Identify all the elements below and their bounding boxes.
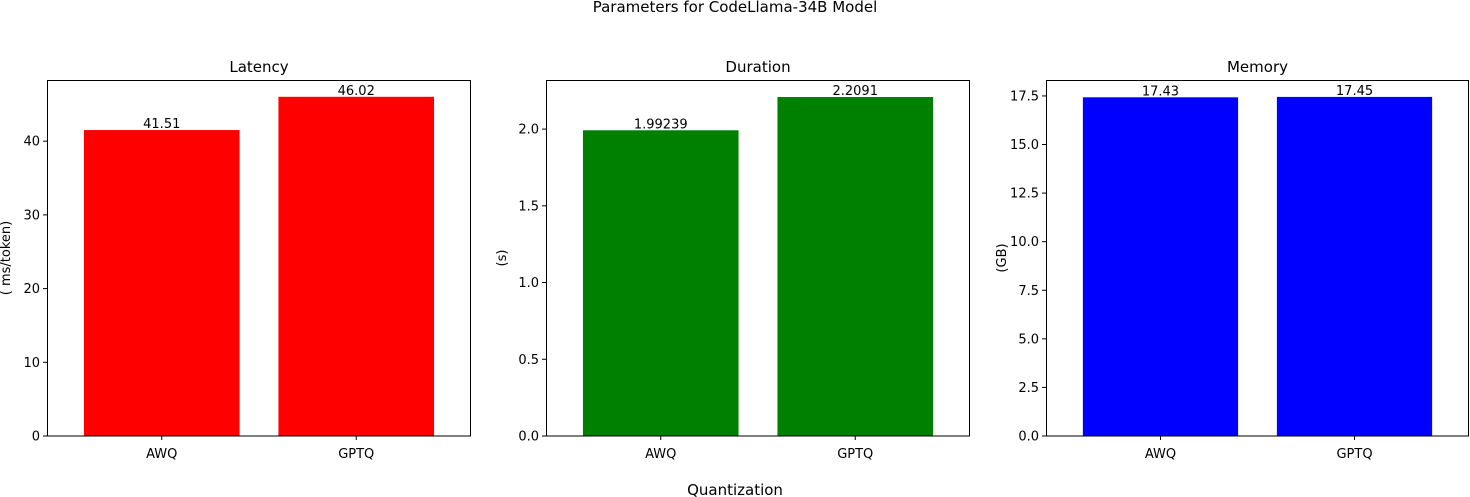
bar-awq (582, 130, 739, 437)
y-tick-label: 1.5 (518, 199, 539, 214)
figure-title: Parameters for CodeLlama-34B Model (593, 0, 878, 16)
x-tick-label: GPTQ (837, 447, 873, 462)
y-axis-label: (GB) (995, 243, 1010, 272)
y-tick-label: 30 (23, 208, 40, 223)
y-tick-label: 0.0 (518, 430, 539, 445)
bar-value-label: 1.99239 (634, 117, 688, 132)
panel-title: Latency (229, 58, 288, 76)
bar-gptq (777, 97, 934, 437)
panel-title: Duration (725, 58, 790, 76)
x-tick-label: GPTQ (338, 447, 374, 462)
bar-gptq (1276, 96, 1433, 436)
y-tick-label: 2.5 (1018, 381, 1039, 396)
y-tick-label: 7.5 (1018, 284, 1039, 299)
y-tick-label: 17.5 (1010, 89, 1039, 104)
bar-value-label: 17.43 (1142, 84, 1179, 99)
bar-value-label: 41.51 (143, 117, 180, 132)
x-tick-label: AWQ (645, 447, 676, 462)
bar-value-label: 46.02 (338, 84, 375, 99)
plot-frame (546, 80, 970, 437)
x-axis-label: Quantization (687, 481, 783, 497)
y-tick-label: 12.5 (1010, 187, 1039, 202)
panels: 41.51 AWQ 46.02 GPTQ 0 10 20 30 40 Latency ( ms/to… (0, 58, 1469, 462)
panel-3: 17.43 AWQ 17.45 GPTQ 0.0 2.5 5.0 7.5 10.0 12.5 15.… (995, 58, 1469, 462)
y-tick-label: 0.5 (518, 353, 539, 368)
y-tick-label: 10.0 (1010, 235, 1039, 250)
plot-frame (1046, 80, 1469, 437)
y-tick-label: 1.0 (518, 276, 539, 291)
y-tick-label: 10 (23, 356, 40, 371)
y-tick-label: 0.0 (1018, 430, 1039, 445)
y-axis-label: (s) (495, 250, 510, 267)
bar-awq (83, 130, 240, 436)
panel-title: Memory (1227, 58, 1288, 76)
y-tick-label: 15.0 (1010, 138, 1039, 153)
x-tick-label: AWQ (146, 447, 177, 462)
panel-1: 41.51 AWQ 46.02 GPTQ 0 10 20 30 40 Latency ( ms/to… (0, 58, 471, 462)
y-axis-label: ( ms/token) (0, 221, 14, 295)
bar-gptq (278, 96, 435, 437)
bar-value-label: 2.2091 (832, 84, 878, 99)
bar-value-label: 17.45 (1336, 84, 1373, 99)
y-tick-label: 20 (23, 282, 40, 297)
x-tick-label: AWQ (1145, 447, 1176, 462)
y-tick-label: 2.0 (518, 123, 539, 138)
y-tick-label: 40 (23, 135, 40, 150)
y-tick-label: 5.0 (1018, 332, 1039, 347)
bar-awq (1082, 97, 1239, 436)
x-tick-label: GPTQ (1336, 447, 1372, 462)
plot-frame (47, 80, 471, 437)
y-tick-label: 0 (32, 430, 40, 445)
panel-2: 1.99239 AWQ 2.2091 GPTQ 0.0 0.5 1.0 1.5 2.0 Durat… (495, 58, 970, 462)
